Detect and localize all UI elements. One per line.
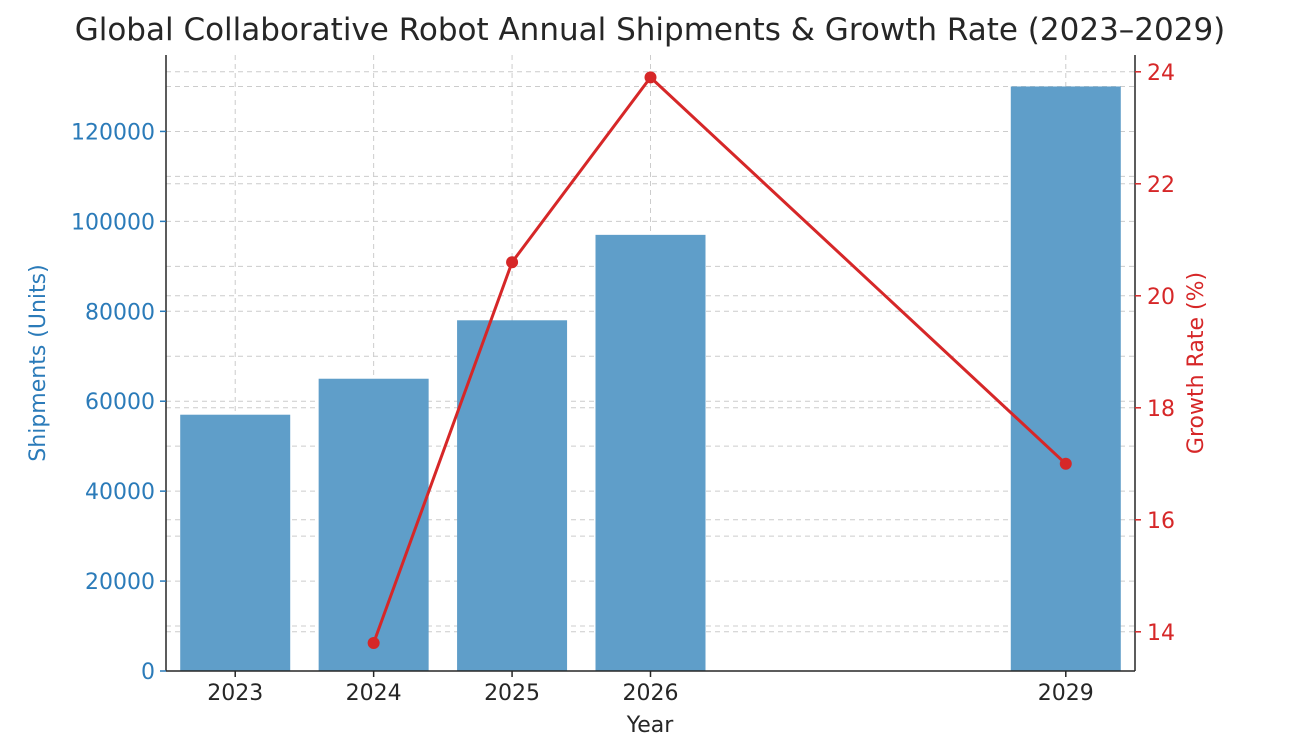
x-axis-label: Year: [626, 713, 675, 738]
y-left-tick-label: 100000: [71, 210, 155, 235]
bar-series: [180, 86, 1121, 672]
y-left-tick-label: 60000: [85, 390, 155, 415]
y-axis-label-right: Growth Rate (%): [1184, 272, 1209, 454]
y-right-tick-label: 18: [1147, 397, 1175, 422]
growth-point-2024: [367, 637, 380, 649]
growth-point-2026: [644, 71, 657, 84]
y-right-tick-label: 16: [1147, 509, 1175, 534]
x-tick-label-2025: 2025: [484, 681, 540, 706]
bar-2025: [457, 320, 568, 671]
y-right-tick-label: 22: [1147, 173, 1175, 198]
chart-title: Global Collaborative Robot Annual Shipme…: [75, 12, 1226, 48]
tick-labels: 2023 2024 2025 2026 202902000040000600008000…: [71, 61, 1175, 706]
line-series: [367, 71, 1072, 649]
growth-point-2025: [506, 256, 519, 269]
bar-2026: [595, 234, 706, 672]
x-tick-label-2029: 2029: [1038, 681, 1094, 706]
x-tick-label-2023: 2023: [207, 681, 263, 706]
bar-2029: [1010, 86, 1121, 672]
y-left-tick-label: 20000: [85, 570, 155, 595]
y-right-tick-label: 24: [1147, 61, 1175, 86]
y-left-tick-label: 80000: [85, 300, 155, 325]
y-right-tick-label: 14: [1147, 621, 1175, 646]
y-left-tick-label: 40000: [85, 480, 155, 505]
x-tick-label-2026: 2026: [623, 681, 679, 706]
y-axis-label-left: Shipments (Units): [26, 264, 51, 461]
bar-2023: [180, 414, 291, 671]
x-tick-label-2024: 2024: [346, 681, 402, 706]
growth-point-2029: [1059, 457, 1072, 470]
y-left-tick-label: 120000: [71, 120, 155, 145]
y-left-tick-label: 0: [141, 660, 155, 685]
bar-2024: [318, 378, 429, 671]
growth-line: [372, 75, 1067, 644]
y-right-tick-label: 20: [1147, 285, 1175, 310]
